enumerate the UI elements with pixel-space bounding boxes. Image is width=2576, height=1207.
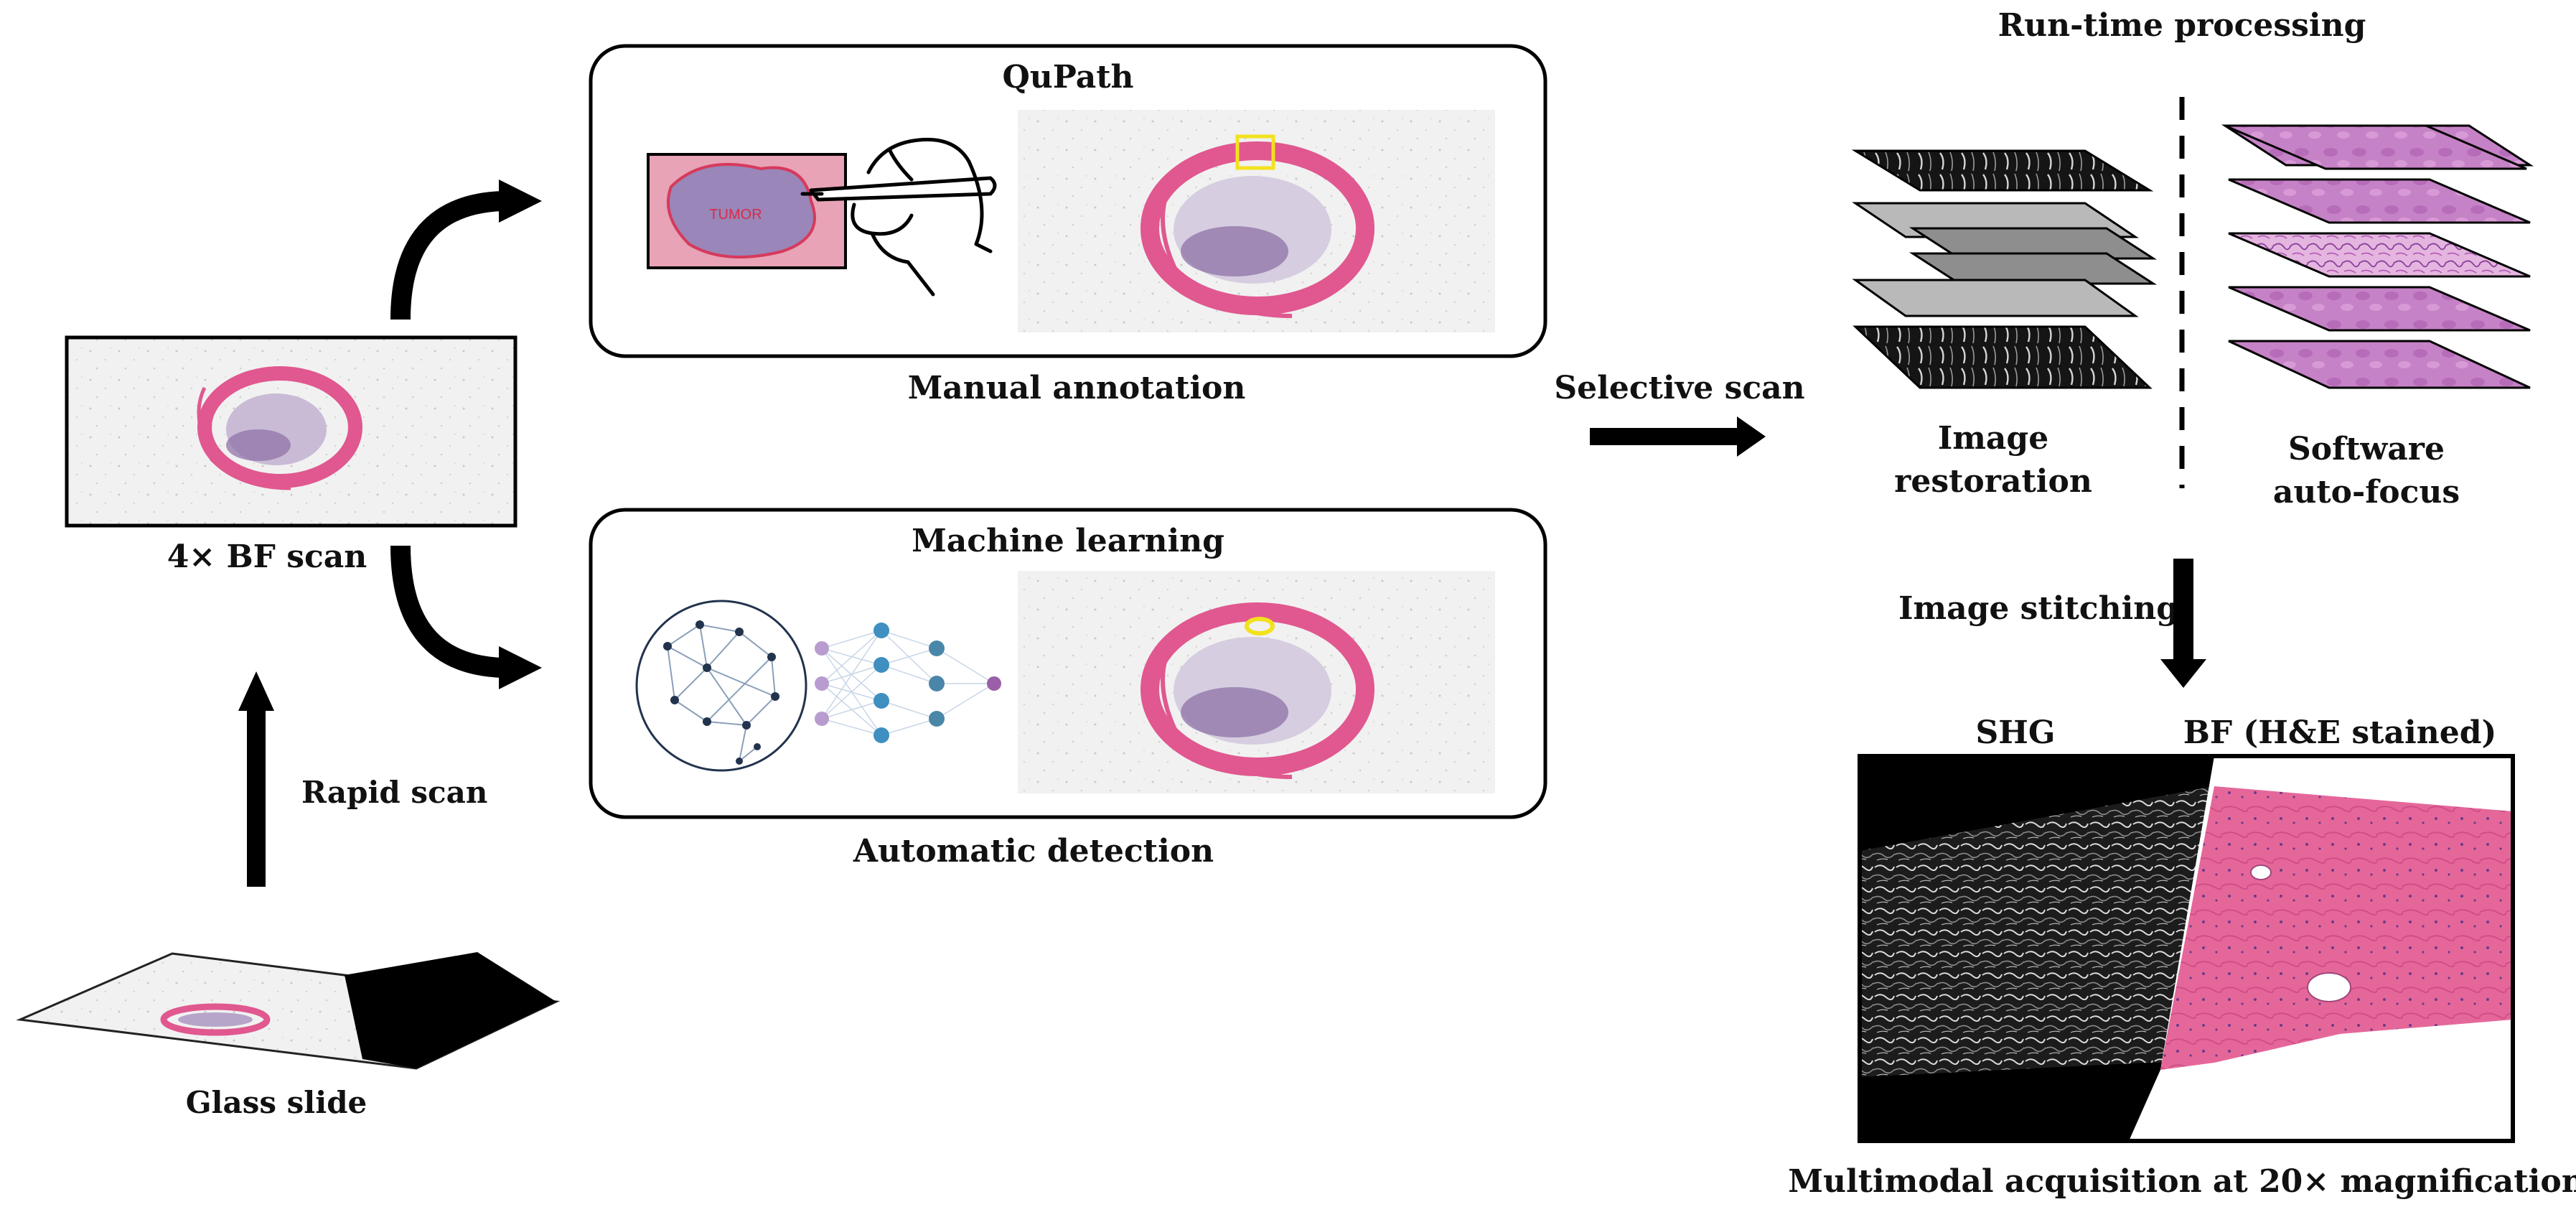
run-time-processing-label: Run-time processing [1998, 7, 2366, 44]
ml-tissue-image [1018, 571, 1495, 793]
software-autofocus-line1: Software [2288, 431, 2445, 467]
brain-network-icon [635, 600, 807, 772]
ml-box: Machine learning [589, 508, 1547, 870]
shg-label: SHG [1976, 714, 2056, 751]
qupath-tissue-image [1018, 110, 1495, 332]
bf-he-label: BF (H&E stained) [2183, 714, 2497, 751]
tumor-label: TUMOR [709, 207, 762, 223]
curved-arrow-to-ml [390, 545, 542, 689]
image-stitching-label: Image stitching [1898, 590, 2178, 627]
rapid-scan-label: Rapid scan [301, 775, 487, 810]
selective-scan-label: Selective scan [1554, 370, 1804, 406]
ml-detection-outline [1245, 617, 1275, 635]
image-restoration-stack: Image restoration [1851, 149, 2158, 500]
glass-slide: Glass slide [16, 952, 561, 1120]
bf-scan-panel: 4× BF scan [65, 335, 517, 575]
rapid-scan-arrow: Rapid scan [238, 671, 487, 887]
image-stitching-arrow: Image stitching [1898, 559, 2206, 688]
image-restoration-line1: Image [1938, 420, 2048, 457]
qupath-box: QuPath TUMOR Manual annotation [589, 44, 1547, 406]
neural-network-icon [815, 623, 1001, 743]
multimodal-panel: SHG BF (H&E stained) Multimodal acquisit… [1788, 714, 2576, 1200]
software-autofocus-line2: auto-focus [2273, 474, 2460, 511]
image-restoration-line2: restoration [1894, 463, 2092, 500]
qupath-roi-box [1235, 134, 1275, 170]
qupath-title: QuPath [1002, 59, 1133, 95]
curved-arrow-to-qupath [390, 180, 542, 320]
hand-pen-icon [800, 137, 997, 297]
bf-scan-label: 4× BF scan [167, 539, 367, 575]
tumor-annotation-thumbnail: TUMOR [647, 153, 847, 269]
ml-title: Machine learning [912, 523, 1224, 559]
glass-slide-label: Glass slide [186, 1085, 367, 1120]
manual-annotation-label: Manual annotation [908, 370, 1246, 406]
multimodal-label: Multimodal acquisition at 20× magnificat… [1788, 1163, 2576, 1200]
automatic-detection-label: Automatic detection [853, 833, 1214, 870]
autofocus-stack: Software auto-focus [2221, 124, 2534, 511]
selective-scan-arrow: Selective scan [1554, 370, 1805, 457]
